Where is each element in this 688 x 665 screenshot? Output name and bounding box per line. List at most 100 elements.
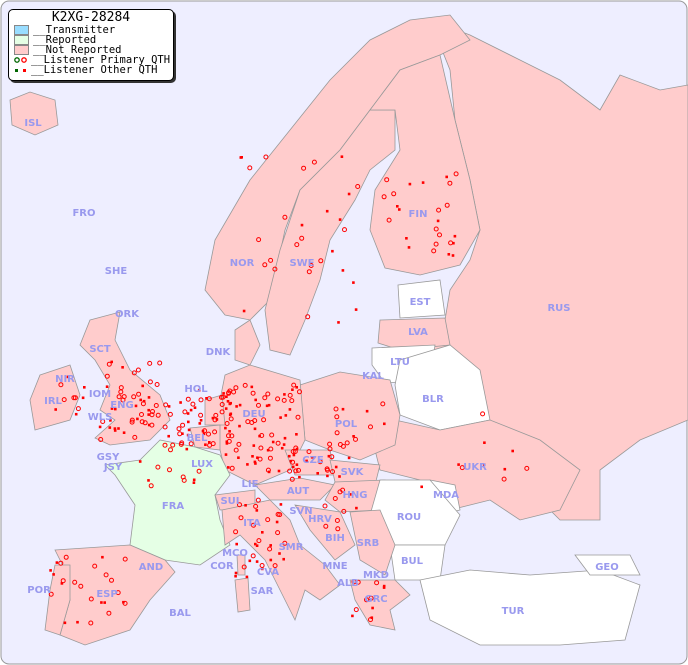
listener-primary-marker (277, 512, 283, 518)
listener-other-marker (269, 544, 272, 547)
listener-primary-marker (306, 449, 312, 455)
listener-primary-marker (213, 412, 219, 418)
listener-other-marker (482, 463, 486, 467)
country-label-cor: COR (210, 561, 234, 572)
listener-other-marker (122, 431, 126, 434)
listener-other-marker (63, 621, 67, 625)
listener-primary-marker (88, 596, 94, 602)
listener-primary-marker (242, 382, 248, 388)
country-label-grc: GRC (364, 594, 387, 605)
country-label-bul: BUL (401, 556, 424, 567)
listener-primary-marker (262, 262, 268, 268)
listener-other-marker (141, 384, 144, 388)
listener-primary-marker (437, 232, 442, 238)
listener-other-marker (147, 479, 150, 482)
listener-other-marker (453, 234, 457, 238)
listener-primary-marker (289, 398, 295, 404)
listener-primary-marker (294, 242, 300, 248)
listener-other-marker (326, 474, 329, 478)
listener-other-marker (208, 441, 211, 444)
listener-primary-marker (179, 440, 185, 446)
listener-primary-marker (142, 420, 148, 426)
country-label-est: EST (410, 297, 431, 308)
listener-primary-marker (293, 468, 299, 474)
listener-primary-marker (132, 434, 138, 440)
listener-primary-marker (480, 411, 486, 417)
listener-primary-marker (308, 263, 314, 268)
listener-other-marker (255, 560, 259, 563)
country-label-bih: BIH (325, 533, 345, 544)
listener-other-marker (255, 544, 259, 547)
listener-other-marker (237, 456, 240, 459)
listener-other-marker (254, 462, 257, 465)
listener-primary-marker (206, 431, 211, 437)
listener-other-marker (225, 395, 228, 398)
country-tur (419, 569, 641, 646)
listener-other-marker (483, 441, 486, 444)
listener-primary-marker (167, 411, 173, 417)
listener-other-marker (147, 396, 151, 399)
listener-primary-marker (261, 417, 267, 423)
listener-primary-marker (220, 394, 226, 400)
country-label-esp: ESP (96, 589, 117, 600)
listener-other-marker (113, 429, 117, 432)
listener-other-marker (186, 433, 190, 437)
listener-other-marker (291, 388, 294, 391)
country-isl (9, 91, 59, 136)
listener-other-marker (189, 408, 193, 412)
listener-other-marker (225, 440, 229, 443)
listener-other-marker (109, 419, 112, 422)
listener-other-marker (251, 455, 254, 458)
listener-primary-marker (196, 468, 202, 474)
listener-primary-marker (269, 432, 275, 438)
listener-primary-marker (353, 607, 359, 613)
listener-primary-marker (275, 530, 281, 536)
listener-other-marker (167, 405, 171, 408)
country-label-irl: IRL (44, 396, 62, 407)
listener-primary-marker (329, 454, 335, 460)
country-hrv (294, 504, 356, 561)
listener-primary-marker (524, 465, 530, 471)
listener-other-marker (295, 433, 298, 436)
listener-other-marker (457, 463, 460, 466)
listener-other-marker (192, 481, 196, 484)
listener-primary-marker (210, 441, 216, 447)
listener-other-marker (258, 434, 261, 438)
listener-other-marker (138, 460, 142, 463)
listener-other-marker (52, 573, 55, 576)
listener-other-marker (340, 155, 344, 158)
listener-other-marker (261, 567, 264, 571)
listener-other-marker (252, 444, 256, 447)
listener-primary-marker (272, 563, 278, 569)
country-label-srb: SRB (357, 538, 380, 549)
listener-other-marker (225, 442, 229, 445)
square-marker-icon (14, 66, 28, 74)
listener-primary-marker (374, 580, 380, 586)
listener-other-marker (54, 408, 57, 411)
listener-primary-marker (327, 446, 333, 452)
listener-other-marker (228, 402, 232, 406)
listener-other-marker (98, 425, 102, 429)
listener-other-marker (113, 427, 117, 430)
listener-primary-marker (275, 440, 281, 446)
country-label-svn: SVN (289, 506, 312, 517)
listener-primary-marker (219, 409, 225, 415)
listener-other-marker (337, 321, 340, 324)
country-label-wls: WLS (88, 412, 113, 423)
listener-primary-marker (306, 269, 312, 275)
listener-primary-marker (252, 418, 258, 424)
listener-other-marker (447, 253, 451, 256)
country-label-and: AND (139, 562, 163, 573)
country-label-hrv: HRV (308, 514, 332, 525)
listener-other-marker (279, 416, 282, 419)
listener-other-marker (331, 249, 334, 253)
listener-other-marker (227, 466, 230, 469)
listener-primary-marker (344, 440, 350, 446)
listener-other-marker (248, 559, 252, 563)
listener-primary-marker (251, 522, 256, 528)
country-label-isl: ISL (24, 118, 42, 129)
listener-primary-marker (299, 235, 305, 241)
listener-other-marker (134, 404, 138, 408)
listener-primary-marker (168, 447, 173, 453)
listener-primary-marker (256, 538, 262, 544)
